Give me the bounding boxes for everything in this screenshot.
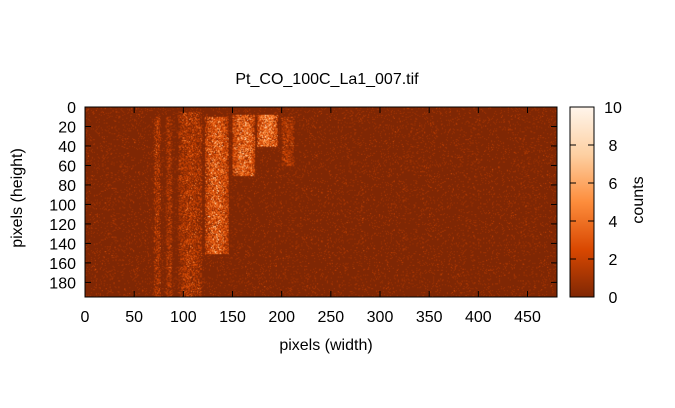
- y-tick-label: 140: [49, 236, 76, 253]
- plot-area: [84, 106, 558, 298]
- colorbar: 0 2 4 6 8 10 counts: [569, 100, 647, 307]
- x-axis-label: pixels (width): [279, 337, 372, 354]
- colorbar-tick-label: 4: [609, 214, 618, 231]
- chart-title: Pt_CO_100C_La1_007.tif: [235, 71, 419, 88]
- x-tick-label: 100: [170, 309, 197, 326]
- colorbar-tick-label: 8: [609, 138, 618, 155]
- plot-frame: [84, 106, 558, 298]
- y-tick-label: 180: [49, 275, 76, 292]
- y-tick-label: 80: [58, 178, 76, 195]
- y-tick-label: 20: [58, 119, 76, 136]
- x-axis-ticks: 0 50 100 150 200 250 300 350 400 450: [81, 107, 541, 326]
- colorbar-tick-label: 0: [609, 290, 618, 307]
- colorbar-tick-label: 10: [604, 100, 622, 117]
- colorbar-ticks: 0 2 4 6 8 10: [570, 100, 622, 307]
- y-tick-label: 0: [67, 100, 76, 117]
- x-tick-label: 150: [219, 309, 246, 326]
- colorbar-tick-label: 2: [609, 252, 618, 269]
- y-tick-label: 40: [58, 139, 76, 156]
- y-tick-label: 60: [58, 158, 76, 175]
- colorbar-label: counts: [630, 176, 647, 223]
- y-tick-label: 120: [49, 217, 76, 234]
- x-tick-label: 450: [514, 309, 541, 326]
- y-tick-label: 160: [49, 256, 76, 273]
- x-tick-label: 350: [416, 309, 443, 326]
- x-tick-label: 0: [81, 309, 90, 326]
- colorbar-tick-label: 6: [609, 176, 618, 193]
- x-tick-label: 250: [317, 309, 344, 326]
- heatmap-image: [85, 107, 557, 297]
- x-tick-label: 200: [268, 309, 295, 326]
- x-tick-label: 300: [367, 309, 394, 326]
- y-axis-ticks: 0 20 40 60 80 100 120 140 160 180: [49, 100, 557, 292]
- x-tick-label: 50: [125, 309, 143, 326]
- y-axis-label: pixels (height): [9, 148, 26, 248]
- y-tick-label: 100: [49, 197, 76, 214]
- x-tick-label: 400: [465, 309, 492, 326]
- colorbar-gradient: [569, 106, 595, 298]
